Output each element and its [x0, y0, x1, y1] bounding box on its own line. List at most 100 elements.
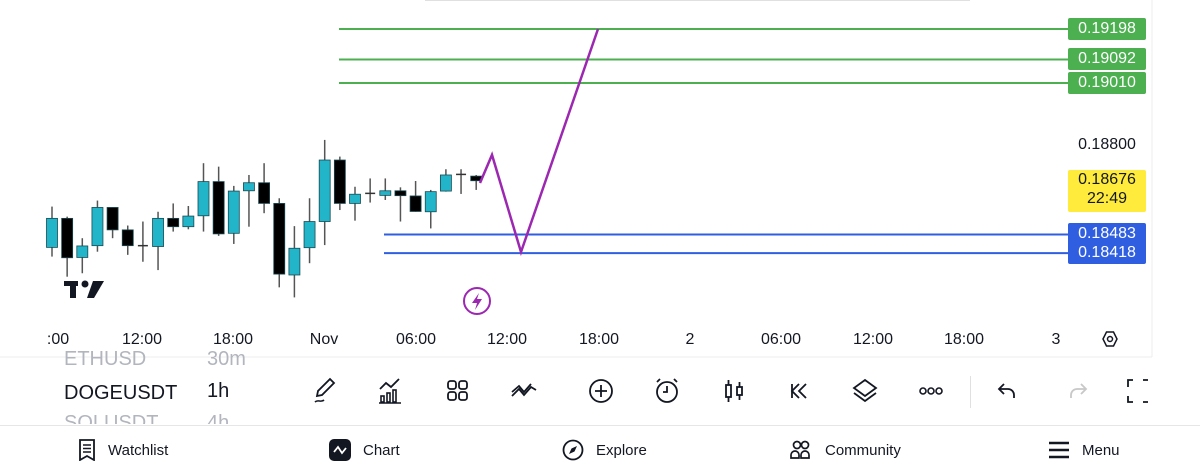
chart-settings-icon[interactable]	[1102, 331, 1118, 347]
candle-countdown: 22:49	[1086, 190, 1128, 207]
redo-button[interactable]	[1059, 374, 1093, 408]
chart-canvas[interactable]: :00 12:00 18:00 Nov 06:00 12:00 18:00 2 06:00 12:…	[0, 0, 1200, 360]
candle-body	[349, 193, 361, 204]
time-axis-label: 12:00	[122, 331, 162, 348]
candle-body	[424, 191, 437, 213]
candle	[258, 163, 271, 214]
candle	[424, 189, 437, 229]
candle	[46, 206, 58, 257]
nav-label: Chart	[363, 441, 400, 459]
fullscreen-button[interactable]	[1121, 374, 1155, 408]
alarm-button[interactable]	[650, 374, 684, 408]
time-axis-label: 06:00	[396, 331, 436, 348]
projection-path[interactable]	[478, 28, 600, 257]
candle	[121, 225, 134, 255]
fullscreen-icon	[1127, 379, 1148, 403]
symbol-name: ETHUSD	[64, 348, 147, 368]
candle	[409, 181, 422, 212]
layout-grid-icon	[447, 380, 468, 401]
candle	[394, 187, 407, 222]
candle	[152, 211, 164, 271]
layout-grid-button[interactable]	[441, 374, 475, 408]
candle-body	[182, 215, 195, 228]
add-button[interactable]	[584, 374, 618, 408]
indicators-button[interactable]	[375, 374, 409, 408]
candle-body	[197, 181, 210, 217]
time-axis-label: Nov	[310, 331, 338, 348]
nav-menu[interactable]: Menu	[1048, 436, 1120, 464]
candle	[106, 207, 119, 239]
add-icon	[589, 379, 613, 403]
undo-button[interactable]	[992, 374, 1026, 408]
nav-label: Menu	[1082, 441, 1120, 459]
time-axis-label: 12:00	[853, 331, 893, 348]
replay-icon	[790, 383, 807, 399]
replay-button[interactable]	[782, 374, 816, 408]
symbol-item[interactable]: ETHUSD	[64, 348, 146, 368]
indicators-icon	[379, 378, 401, 404]
symbol-interval: 30m	[207, 348, 246, 368]
pattern-button[interactable]	[507, 374, 541, 408]
candle-body	[258, 182, 271, 204]
symbol-name: DOGEUSDT	[64, 382, 178, 404]
nav-community[interactable]: Community	[789, 436, 901, 464]
symbol-interval[interactable]: 1h	[207, 380, 230, 402]
current-price-tag: 0.18676 22:49	[1068, 170, 1146, 212]
nav-label: Explore	[596, 441, 647, 459]
candle	[137, 221, 148, 262]
undo-icon	[997, 383, 1015, 398]
candle-body	[273, 203, 286, 275]
candle	[365, 178, 376, 203]
candle	[91, 200, 104, 252]
candle	[227, 185, 240, 244]
candle-body	[333, 159, 346, 204]
candle	[273, 198, 286, 288]
candle-body	[439, 174, 452, 192]
toolbar-divider	[970, 376, 971, 408]
symbol-item[interactable]: SOLUSDT	[64, 412, 158, 424]
pencil-button[interactable]	[310, 374, 344, 408]
candle	[197, 163, 210, 232]
candle-body	[318, 159, 331, 222]
layers-button[interactable]	[848, 374, 882, 408]
candle-body	[394, 190, 407, 197]
nav-chart[interactable]: Chart	[329, 436, 400, 464]
candle	[379, 178, 392, 200]
candle-body	[288, 247, 301, 276]
more-button[interactable]	[914, 374, 948, 408]
resistance-line-tag: 0.19010	[1068, 72, 1146, 95]
candle	[61, 216, 74, 277]
nav-watchlist[interactable]: Watchlist	[78, 436, 168, 464]
support-line-tag: 0.18418	[1068, 242, 1146, 265]
time-axis-label: 06:00	[761, 331, 801, 348]
price-label: 0.18800	[1078, 136, 1136, 153]
chart-icon	[329, 439, 351, 461]
time-axis-label: 18:00	[944, 331, 984, 348]
candle	[303, 198, 316, 264]
candle-body	[61, 217, 74, 259]
lightning-icon[interactable]	[463, 287, 491, 315]
candle-body	[152, 217, 164, 247]
nav-divider	[0, 425, 1200, 426]
nav-label: Community	[825, 441, 901, 459]
candle-body	[303, 221, 316, 249]
more-icon	[919, 387, 943, 395]
pattern-icon	[511, 383, 537, 397]
candle-body	[167, 217, 180, 228]
candle	[333, 156, 346, 211]
hamburger-icon	[1049, 441, 1069, 459]
time-axis-label: 12:00	[487, 331, 527, 348]
candle	[182, 206, 195, 230]
candle	[212, 166, 225, 236]
resistance-line-tag: 0.19092	[1068, 48, 1146, 71]
nav-explore[interactable]: Explore	[562, 436, 647, 464]
candle-body	[91, 207, 104, 247]
time-axis-label: 18:00	[579, 331, 619, 348]
symbol-item-active[interactable]: DOGEUSDT	[64, 382, 177, 405]
symbol-interval: 4h	[207, 412, 230, 424]
candle-style-button[interactable]	[717, 374, 751, 408]
candle-body	[243, 182, 255, 192]
resistance-line-tag: 0.19198	[1068, 18, 1146, 40]
time-axis-label: 3	[1052, 331, 1061, 348]
time-axis-label: 18:00	[213, 331, 253, 348]
